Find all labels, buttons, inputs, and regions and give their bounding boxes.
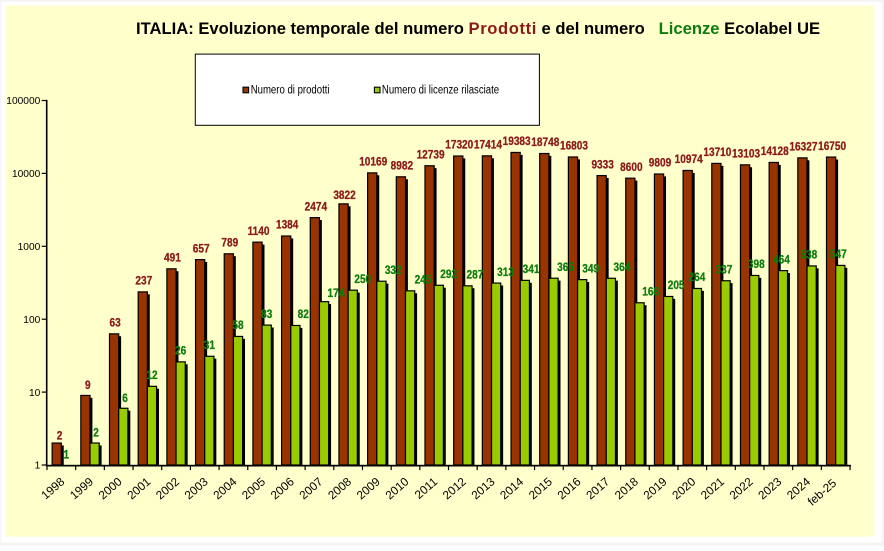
svg-text:245: 245 (415, 274, 432, 287)
svg-text:174: 174 (328, 287, 346, 300)
svg-text:237: 237 (135, 275, 152, 288)
svg-text:Numero di licenze rilasciate: Numero di licenze rilasciate (382, 84, 499, 97)
svg-text:332: 332 (385, 264, 402, 277)
svg-text:16750: 16750 (818, 140, 846, 153)
svg-text:58: 58 (232, 319, 243, 332)
svg-text:10974: 10974 (675, 153, 704, 166)
svg-text:349: 349 (582, 263, 599, 276)
svg-text:1140: 1140 (248, 225, 270, 238)
svg-text:13710: 13710 (703, 146, 731, 159)
svg-text:313: 313 (497, 266, 514, 279)
svg-text:341: 341 (523, 263, 540, 276)
svg-text:100000: 100000 (6, 96, 40, 107)
svg-text:547: 547 (830, 248, 847, 261)
svg-text:538: 538 (800, 249, 817, 262)
svg-text:365: 365 (557, 261, 574, 274)
svg-text:12739: 12739 (417, 149, 445, 162)
svg-text:1: 1 (63, 449, 69, 462)
svg-text:63: 63 (109, 317, 120, 330)
svg-text:8982: 8982 (391, 160, 413, 173)
svg-text:13103: 13103 (732, 148, 760, 161)
svg-text:3822: 3822 (333, 189, 355, 202)
svg-text:26: 26 (175, 345, 186, 358)
svg-text:1384: 1384 (276, 219, 299, 232)
svg-text:168: 168 (642, 286, 659, 299)
svg-text:364: 364 (614, 261, 632, 274)
svg-text:264: 264 (688, 271, 706, 284)
svg-text:464: 464 (773, 254, 791, 267)
svg-text:1000: 1000 (18, 242, 41, 253)
svg-text:398: 398 (748, 258, 765, 271)
svg-text:9333: 9333 (591, 159, 613, 172)
svg-text:12: 12 (146, 369, 157, 382)
svg-text:9809: 9809 (649, 157, 671, 170)
svg-text:337: 337 (716, 264, 733, 277)
svg-text:657: 657 (193, 243, 210, 256)
svg-text:1: 1 (35, 461, 41, 472)
svg-text:2: 2 (57, 430, 63, 443)
svg-text:10: 10 (29, 388, 41, 399)
svg-text:10169: 10169 (359, 156, 387, 169)
svg-text:82: 82 (298, 308, 309, 321)
svg-text:17414: 17414 (474, 139, 503, 152)
svg-text:ITALIA: Evoluzione temporale d: ITALIA: Evoluzione temporale del numero … (136, 19, 820, 38)
svg-text:16327: 16327 (789, 141, 817, 154)
svg-text:31: 31 (204, 339, 215, 352)
svg-text:18748: 18748 (531, 136, 559, 149)
svg-text:16803: 16803 (560, 140, 588, 153)
svg-text:Numero di prodotti: Numero di prodotti (251, 84, 330, 97)
svg-text:2: 2 (93, 427, 99, 440)
svg-text:83: 83 (261, 308, 272, 321)
svg-text:19383: 19383 (503, 135, 531, 148)
svg-text:287: 287 (467, 269, 484, 282)
svg-text:8600: 8600 (620, 161, 642, 174)
svg-text:250: 250 (354, 273, 371, 286)
svg-text:292: 292 (440, 268, 457, 281)
svg-text:14128: 14128 (761, 145, 789, 158)
svg-text:205: 205 (668, 279, 685, 292)
svg-text:491: 491 (164, 252, 181, 265)
svg-text:6: 6 (122, 392, 128, 405)
svg-text:789: 789 (221, 237, 238, 250)
svg-text:10000: 10000 (12, 169, 41, 180)
svg-text:9: 9 (85, 379, 91, 392)
svg-text:2474: 2474 (305, 201, 328, 214)
svg-text:100: 100 (23, 315, 40, 326)
svg-text:17320: 17320 (445, 139, 473, 152)
